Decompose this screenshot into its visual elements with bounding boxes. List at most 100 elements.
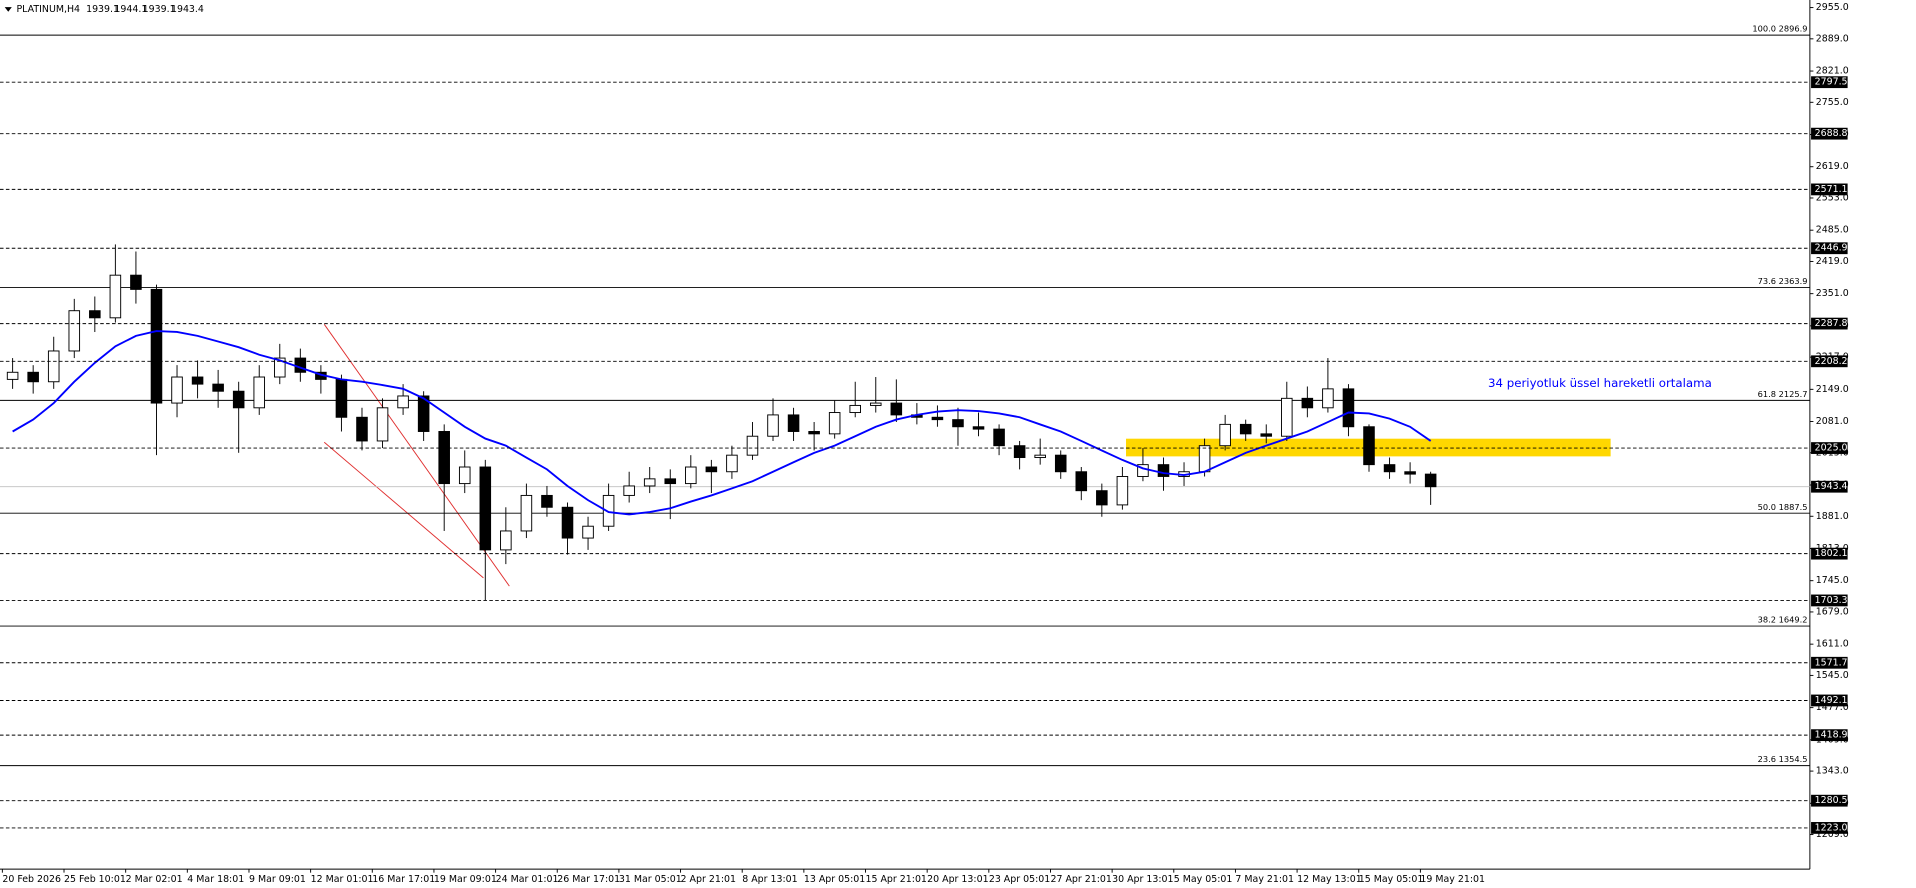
x-tick-label: 16 Mar 17:01 — [372, 874, 435, 885]
level-box — [1811, 594, 1848, 607]
y-tick-label: 1611.0 — [1816, 639, 1849, 650]
candle-body — [1096, 490, 1108, 506]
y-tick-label: 2149.0 — [1816, 384, 1849, 395]
candle-body — [1383, 464, 1396, 473]
y-tick-label: 2419.0 — [1816, 256, 1849, 267]
candle-body — [1198, 445, 1211, 473]
candle-body — [1301, 397, 1314, 409]
x-tick-label: 2 Apr 21:01 — [681, 874, 736, 885]
y-tick-label: 1477.0 — [1816, 702, 1849, 713]
candle-body — [726, 454, 738, 473]
symbol: PLATINUM,H4 — [17, 4, 81, 15]
level-label: 2025.0 — [1815, 443, 1848, 454]
candle-body — [520, 494, 533, 532]
y-tick-label: 2351.0 — [1816, 288, 1849, 299]
candle-body — [1424, 473, 1437, 488]
x-tick-label: 19 Mar 09:01 — [434, 874, 497, 885]
candle-body — [232, 390, 245, 409]
candle-body — [849, 404, 861, 414]
ema-annotation: 34 periyotluk üssel hareketli ortalama — [1488, 376, 1712, 390]
fib-label: 38.2 1649.2 — [1758, 615, 1808, 625]
candle-body — [27, 371, 39, 383]
candle-body — [335, 378, 348, 418]
y-tick-label: 2755.0 — [1816, 97, 1849, 108]
y-tick-label: 2485.0 — [1816, 225, 1849, 236]
x-tick-label: 15 Apr 21:01 — [866, 874, 927, 885]
candle-body — [1157, 464, 1170, 477]
level-box — [1811, 127, 1848, 140]
header-value: 1944.1 — [114, 4, 147, 15]
level-label: 2287.8 — [1815, 318, 1848, 329]
x-tick-label: 24 Mar 01:01 — [496, 874, 559, 885]
candle-body — [212, 383, 224, 392]
level-box — [1811, 442, 1848, 454]
x-tick-label: 4 Mar 18:01 — [187, 874, 244, 885]
candle-body — [1219, 423, 1231, 447]
candle-body — [869, 402, 882, 406]
candle-body — [253, 376, 266, 409]
price-box — [1811, 480, 1848, 493]
y-tick-label: 2081.0 — [1816, 416, 1849, 427]
channel-line — [323, 441, 484, 579]
x-tick-label: 2 Mar 02:01 — [126, 874, 183, 885]
candle-body — [972, 426, 985, 430]
y-tick-label: 2619.0 — [1816, 161, 1849, 172]
candle-body — [294, 357, 307, 373]
candle-body — [561, 506, 574, 539]
x-tick-label: 8 Apr 13:01 — [742, 874, 797, 885]
candle-body — [1116, 476, 1129, 506]
candle-body — [109, 274, 122, 319]
candle-body — [171, 376, 183, 404]
x-tick-label: 13 Apr 05:01 — [804, 874, 865, 885]
candle-body — [500, 530, 512, 551]
candle-body — [1013, 445, 1026, 459]
x-tick-label: 23 Apr 05:01 — [989, 874, 1050, 885]
candle-body — [397, 395, 409, 409]
candle-body — [746, 435, 759, 456]
fib-label: 61.8 2125.7 — [1758, 389, 1808, 399]
candle-body — [767, 414, 779, 437]
header-value: 1939.1 — [143, 4, 176, 15]
candle-body — [47, 350, 60, 383]
candle-body — [890, 402, 903, 416]
x-tick-label: 30 Apr 13:01 — [1112, 874, 1173, 885]
fib-label: 50.0 1887.5 — [1758, 502, 1808, 512]
candle-body — [376, 407, 389, 442]
fib-label: 73.6 2363.9 — [1758, 276, 1808, 286]
candle-body — [150, 288, 163, 404]
candle-body — [1054, 454, 1067, 473]
level-box — [1811, 822, 1848, 834]
level-label: 1802.1 — [1815, 548, 1848, 559]
candle-body — [828, 412, 841, 435]
y-tick-label: 2889.0 — [1816, 33, 1849, 44]
level-label: 2446.9 — [1815, 243, 1848, 254]
level-label: 2688.8 — [1815, 128, 1848, 139]
header-value: 1939.1 — [86, 4, 119, 15]
candle-body — [623, 485, 635, 496]
x-tick-label: 19 May 21:01 — [1420, 874, 1485, 885]
candle-body — [1239, 423, 1252, 435]
candle-body — [602, 494, 615, 527]
y-tick-label: 1745.0 — [1816, 575, 1849, 586]
x-tick-label: 27 Apr 21:01 — [1050, 874, 1111, 885]
price-label: 1943.4 — [1815, 481, 1848, 492]
candle-body — [130, 274, 142, 290]
x-tick-label: 9 Mar 09:01 — [249, 874, 306, 885]
level-label: 1492.1 — [1815, 695, 1848, 706]
candle-body — [1322, 388, 1334, 409]
candle-body — [1363, 426, 1375, 466]
level-box — [1811, 317, 1848, 330]
y-tick-label: 1343.0 — [1816, 766, 1849, 777]
y-tick-label: 1209.0 — [1816, 829, 1849, 840]
level-label: 1571.7 — [1815, 657, 1848, 668]
level-label: 1223.0 — [1815, 822, 1848, 833]
candle-body — [541, 494, 553, 508]
x-tick-label: 20 Apr 13:01 — [927, 874, 988, 885]
menu-arrow[interactable] — [4, 7, 12, 12]
candle-body — [582, 525, 594, 539]
y-tick-label: 2821.0 — [1816, 66, 1849, 77]
fib-label: 23.6 1354.5 — [1758, 754, 1808, 764]
x-tick-label: 25 Feb 10:01 — [64, 874, 126, 885]
candle-body — [664, 478, 677, 485]
